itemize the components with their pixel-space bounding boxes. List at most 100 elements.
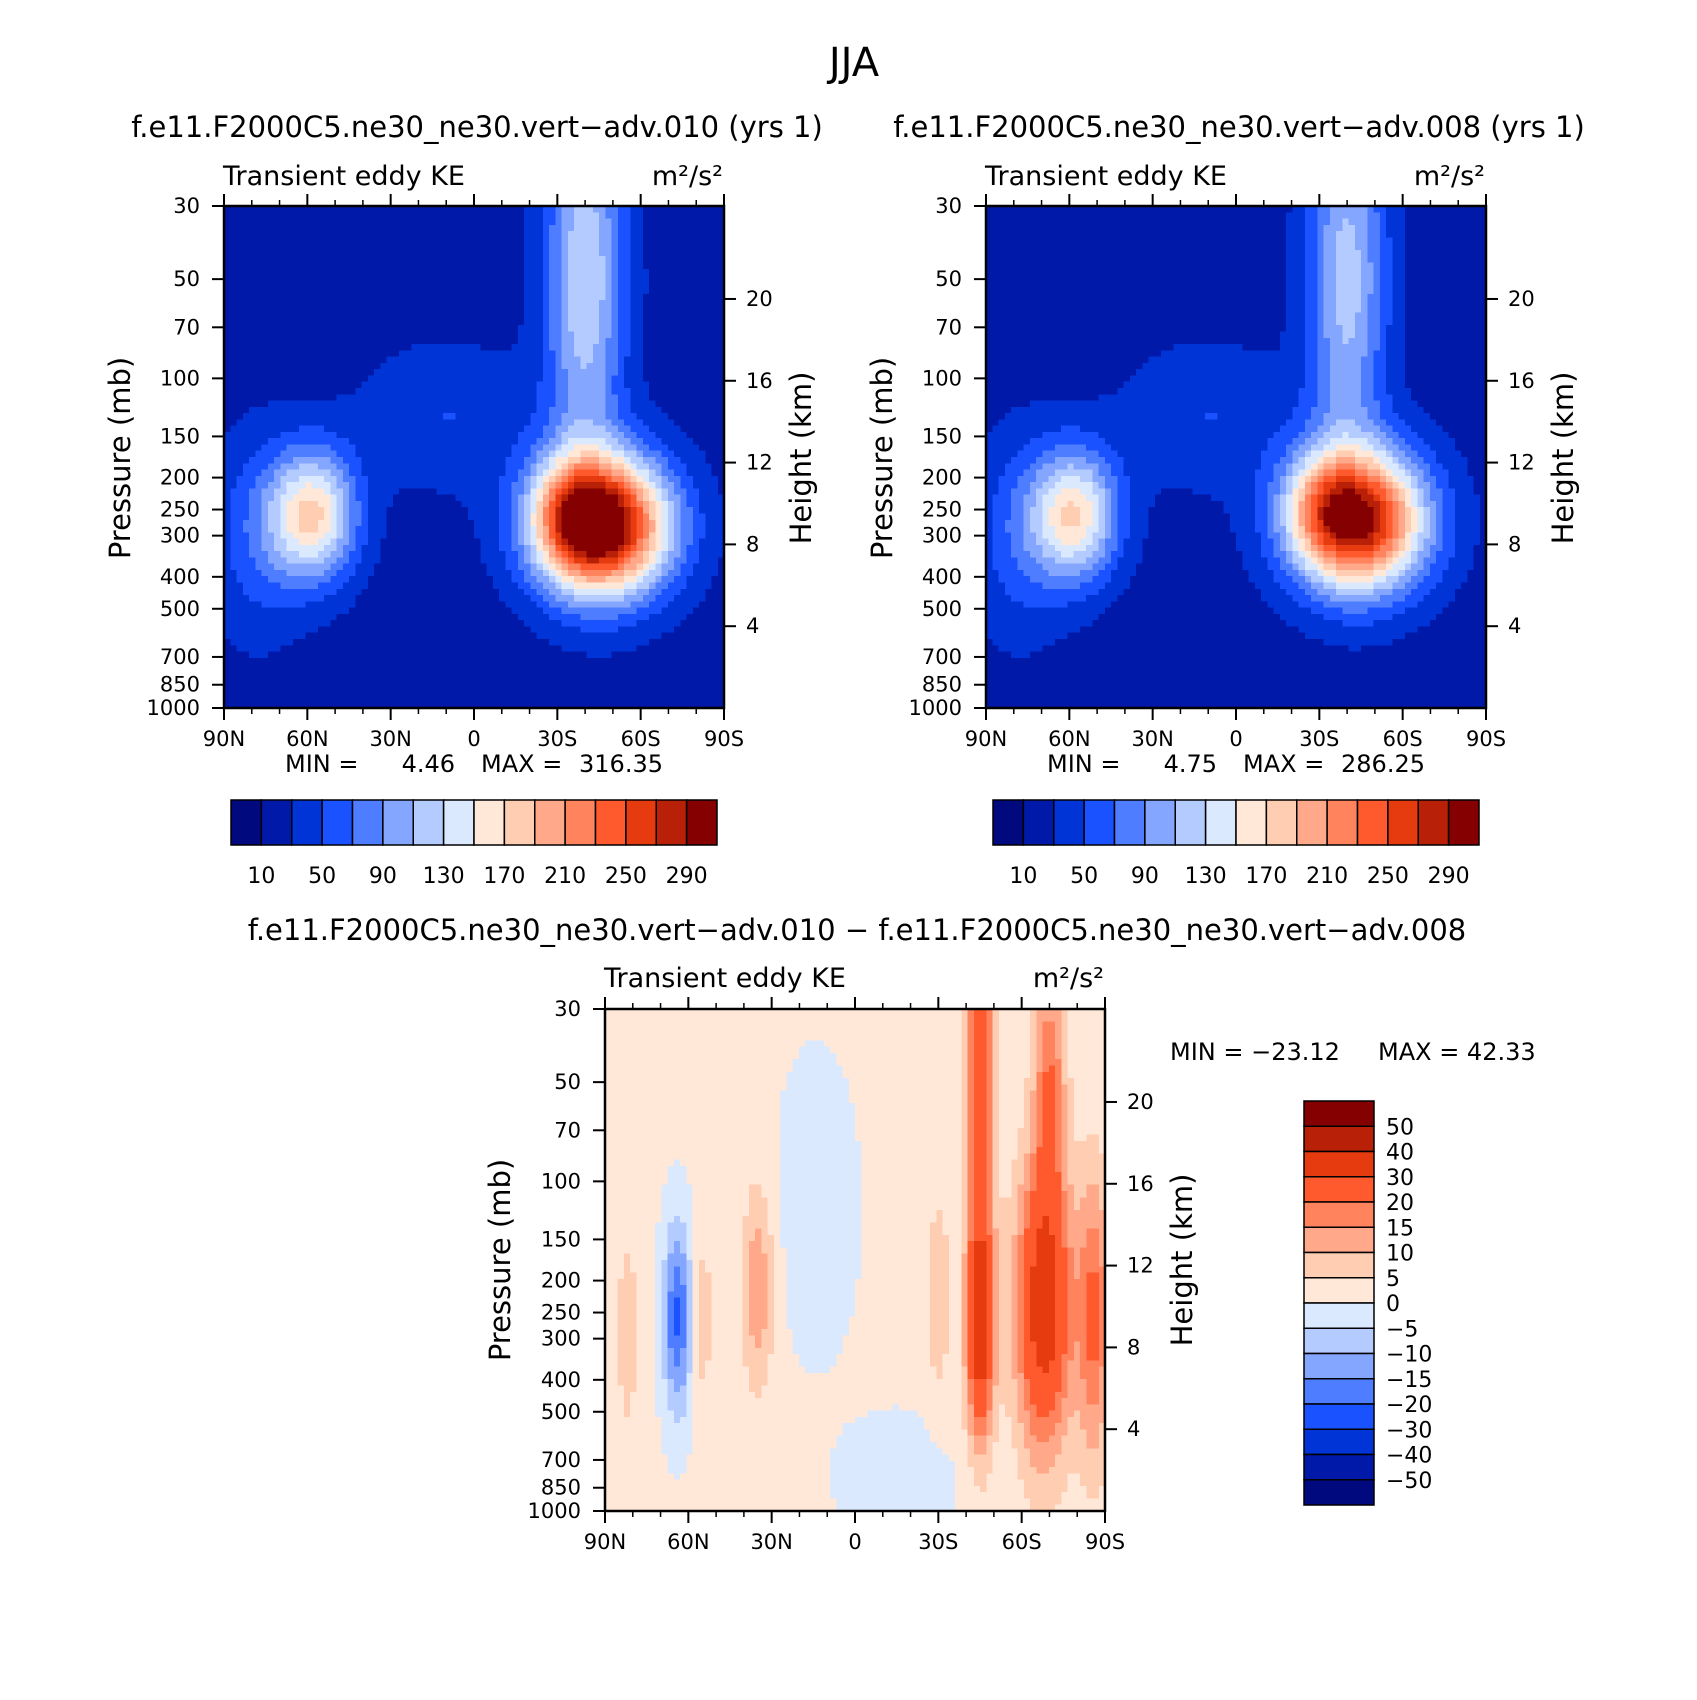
field-cell — [530, 243, 538, 251]
field-cell — [380, 387, 388, 395]
field-cell — [667, 457, 675, 464]
field-cell — [274, 381, 281, 389]
field-cell — [686, 576, 694, 584]
field-cell — [505, 287, 513, 295]
field-cell — [274, 544, 281, 552]
field-cell — [467, 387, 475, 395]
field-cell — [511, 526, 519, 533]
field-cell — [561, 356, 569, 364]
field-cell — [542, 275, 550, 282]
field-cell — [492, 275, 500, 282]
field-cell — [261, 224, 269, 232]
field-cell — [499, 519, 506, 527]
field-cell — [492, 425, 500, 433]
field-cell — [530, 381, 538, 389]
field-cell — [605, 212, 613, 220]
field-cell — [567, 350, 575, 358]
field-cell — [286, 419, 294, 427]
field-cell — [449, 557, 456, 565]
field-cell — [317, 318, 325, 326]
field-cell — [374, 507, 381, 515]
field-cell — [549, 237, 556, 245]
field-cell — [461, 224, 469, 232]
field-cell — [667, 463, 675, 471]
field-cell — [517, 500, 525, 508]
field-cell — [324, 450, 331, 458]
field-cell — [242, 457, 250, 464]
field-cell — [542, 243, 550, 251]
field-cell — [549, 438, 556, 446]
field-cell — [411, 425, 419, 433]
field-cell — [374, 237, 381, 245]
field-cell — [330, 569, 338, 577]
field-cell — [455, 369, 463, 377]
field-cell — [242, 532, 250, 540]
field-cell — [417, 513, 425, 521]
field-cell — [355, 337, 363, 345]
field-cell — [342, 538, 350, 546]
field-cell — [567, 218, 575, 226]
field-cell — [324, 387, 331, 395]
field-cell — [342, 563, 350, 571]
field-cell — [642, 526, 650, 533]
field-cell — [324, 381, 331, 389]
field-cell — [461, 513, 469, 521]
field-cell — [711, 387, 719, 395]
field-cell — [655, 206, 663, 213]
field-cell — [267, 576, 275, 584]
field-cell — [342, 218, 350, 226]
field-cell — [311, 538, 319, 546]
field-cell — [617, 488, 625, 496]
field-cell — [324, 488, 331, 496]
field-cell — [355, 325, 363, 333]
field-cell — [311, 212, 319, 220]
field-cell — [255, 582, 263, 590]
field-cell — [586, 249, 594, 257]
field-cell — [549, 262, 556, 270]
field-cell — [517, 582, 525, 590]
field-cell — [361, 413, 369, 420]
field-cell — [655, 331, 663, 339]
field-cell — [405, 494, 413, 502]
field-cell — [317, 256, 325, 264]
field-cell — [311, 400, 319, 408]
field-cell — [511, 413, 519, 420]
field-cell — [342, 231, 350, 238]
field-cell — [661, 400, 669, 408]
field-cell — [374, 312, 381, 320]
field-cell — [311, 344, 319, 351]
field-cell — [361, 450, 369, 458]
field-cell — [455, 406, 463, 414]
field-cell — [267, 413, 275, 420]
field-cell — [617, 457, 625, 464]
field-cell — [486, 475, 494, 483]
field-cell — [680, 268, 688, 276]
field-cell — [492, 551, 500, 559]
field-cell — [711, 425, 719, 433]
field-cell — [317, 463, 325, 471]
field-cell — [330, 312, 338, 320]
field-cell — [561, 569, 569, 577]
field-cell — [580, 419, 588, 427]
field-cell — [617, 249, 625, 257]
field-cell — [330, 406, 338, 414]
field-cell — [342, 312, 350, 320]
field-cell — [386, 331, 394, 339]
field-cell — [705, 488, 713, 496]
field-cell — [686, 438, 694, 446]
field-cell — [717, 431, 725, 439]
field-cell — [542, 306, 550, 314]
field-cell — [467, 268, 475, 276]
field-cell — [699, 406, 706, 414]
field-cell — [592, 224, 600, 232]
field-cell — [449, 212, 456, 220]
field-cell — [480, 218, 488, 226]
field-cell — [486, 224, 494, 232]
field-cell — [305, 463, 313, 471]
field-cell — [386, 413, 394, 420]
field-cell — [267, 488, 275, 496]
field-cell — [224, 362, 231, 370]
field-cell — [530, 538, 538, 546]
field-cell — [355, 551, 363, 559]
field-cell — [499, 413, 506, 420]
